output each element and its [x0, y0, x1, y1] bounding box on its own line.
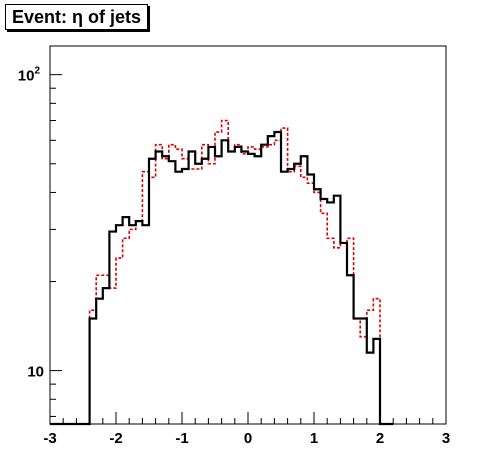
- x-tick-label: -1: [175, 430, 188, 447]
- x-tick-label: -3: [43, 430, 56, 447]
- x-tick-label: 2: [376, 430, 384, 447]
- x-tick-label: -2: [109, 430, 122, 447]
- histogram-series-black-solid: [50, 130, 394, 426]
- histogram-series-red-dashed: [50, 119, 394, 425]
- chart-title-box: Event: η of jets: [5, 4, 149, 30]
- x-tick-label: 1: [310, 430, 318, 447]
- x-tick-label: 3: [442, 430, 450, 447]
- y-tick-label: 10: [27, 364, 44, 381]
- x-tick-label: 0: [244, 430, 252, 447]
- chart-title: Event: η of jets: [12, 6, 142, 27]
- y-tick-label: 102: [18, 66, 41, 85]
